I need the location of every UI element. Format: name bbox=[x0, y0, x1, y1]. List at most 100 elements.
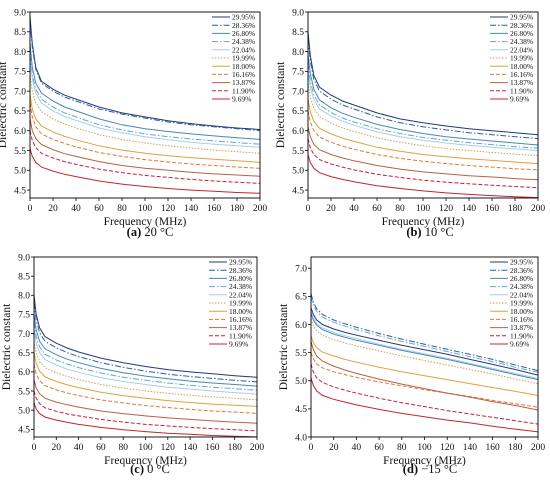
legend-label: 13.87% bbox=[232, 78, 255, 87]
chart-panel-4: 0 20 40 60 80 100 120 140 160 180 200 4.0 4.5 5.0 5.5 6… bbox=[278, 256, 545, 476]
legend-label: 19.99% bbox=[510, 299, 533, 308]
caption-letter: (c) bbox=[130, 462, 144, 476]
x-tick-label: 60 bbox=[94, 204, 104, 214]
x-tick-label: 200 bbox=[250, 443, 265, 453]
x-axis-label: Frequency (MHz) bbox=[104, 455, 187, 467]
x-tick-label: 180 bbox=[228, 443, 243, 453]
legend-label: 9.69% bbox=[510, 95, 529, 104]
legend-label: 28.36% bbox=[510, 21, 533, 30]
x-tick-label: 100 bbox=[417, 443, 432, 453]
x-tick-label: 0 bbox=[309, 443, 314, 453]
x-tick-label: 60 bbox=[374, 443, 384, 453]
x-tick-label: 160 bbox=[207, 204, 222, 214]
legend-label: 22.04% bbox=[232, 45, 255, 54]
x-axis-label: Frequency (MHz) bbox=[104, 216, 187, 228]
plot-frame bbox=[310, 256, 539, 438]
legend-label: 16.16% bbox=[229, 315, 252, 324]
legend-label: 24.38% bbox=[229, 282, 252, 291]
y-tick-label: 7.5 bbox=[18, 311, 30, 321]
x-tick-label: 0 bbox=[306, 204, 311, 214]
series-line-7 bbox=[310, 335, 539, 396]
x-tick-label: 80 bbox=[395, 204, 405, 214]
caption-letter: (d) bbox=[403, 462, 418, 476]
series-line-10 bbox=[33, 390, 258, 432]
x-tick-label: 100 bbox=[138, 443, 153, 453]
series-line-11 bbox=[307, 154, 539, 199]
panel-caption: (c) 0 °C bbox=[130, 462, 170, 476]
x-tick-label: 140 bbox=[462, 204, 477, 214]
x-tick-label: 140 bbox=[183, 443, 198, 453]
y-tick-label: 6.5 bbox=[14, 107, 26, 117]
legend-label: 28.36% bbox=[510, 266, 533, 275]
series-line-6 bbox=[33, 341, 258, 401]
y-tick-label: 4.5 bbox=[295, 405, 307, 415]
y-tick-label: 5.5 bbox=[292, 147, 304, 157]
series-line-2 bbox=[29, 19, 261, 132]
y-tick-label: 9.0 bbox=[18, 253, 30, 263]
legend-label: 24.38% bbox=[232, 37, 255, 46]
y-axis-label: Dielectric constant bbox=[278, 303, 290, 390]
series-line-7 bbox=[307, 99, 539, 165]
series-line-5 bbox=[33, 329, 258, 395]
x-axis-label: Frequency (MHz) bbox=[382, 216, 465, 228]
series-line-3 bbox=[310, 313, 539, 381]
y-tick-label: 5.5 bbox=[14, 147, 26, 157]
series-line-6 bbox=[29, 75, 261, 154]
legend: 29.95%28.36%26.80%24.38%22.04%19.99%18.0… bbox=[490, 13, 533, 104]
legend-label: 22.04% bbox=[510, 45, 533, 54]
series-line-4 bbox=[33, 322, 258, 391]
y-tick-label: 8.5 bbox=[292, 28, 304, 38]
caption-letter: (b) bbox=[406, 225, 421, 239]
legend-label: 13.87% bbox=[510, 323, 533, 332]
series-line-8 bbox=[29, 102, 261, 169]
y-tick-label: 8.5 bbox=[18, 272, 30, 282]
legend-label: 26.80% bbox=[232, 29, 255, 38]
legend-label: 26.80% bbox=[229, 274, 252, 283]
x-tick-label: 60 bbox=[372, 204, 382, 214]
series-line-11 bbox=[33, 402, 258, 438]
series-line-4 bbox=[29, 55, 261, 145]
y-tick-label: 4.5 bbox=[292, 186, 304, 196]
plot-frame bbox=[33, 256, 258, 438]
caption-temperature: 20 °C bbox=[141, 225, 173, 239]
legend-label: 18.00% bbox=[510, 62, 533, 71]
chart-panel-2: 0 20 40 60 80 100 120 140 160 180 200 4.5 5.0 5.5 6.0 6… bbox=[275, 8, 545, 239]
legend-label: 13.87% bbox=[229, 323, 252, 332]
chart-panel-1: 0 20 40 60 80 100 120 140 160 180 200 4.5 5.0 5.5 6.0 6… bbox=[0, 8, 267, 239]
series-line-10 bbox=[307, 138, 539, 189]
y-tick-label: 7.0 bbox=[14, 87, 26, 97]
y-tick-label: 7.5 bbox=[14, 68, 26, 78]
y-tick-label: 6.5 bbox=[295, 293, 307, 303]
y-tick-label: 7.0 bbox=[295, 265, 307, 275]
legend-label: 18.00% bbox=[229, 307, 252, 316]
legend-label: 16.16% bbox=[232, 70, 255, 79]
series-line-6 bbox=[307, 83, 539, 157]
y-tick-label: 4.5 bbox=[14, 186, 26, 196]
y-tick-label: 5.5 bbox=[18, 387, 30, 397]
legend-label: 19.99% bbox=[229, 299, 252, 308]
caption-letter: (a) bbox=[127, 225, 142, 239]
series-line-11 bbox=[310, 377, 539, 433]
series-line-4 bbox=[307, 63, 539, 149]
x-tick-label: 120 bbox=[161, 204, 176, 214]
legend-label: 22.04% bbox=[229, 290, 252, 299]
legend-label: 29.95% bbox=[510, 258, 533, 267]
y-tick-label: 7.0 bbox=[18, 330, 30, 340]
series-line-9 bbox=[307, 126, 539, 181]
x-tick-label: 20 bbox=[52, 443, 62, 453]
series-line-3 bbox=[33, 314, 258, 387]
series-line-10 bbox=[29, 130, 261, 184]
x-tick-label: 120 bbox=[161, 443, 176, 453]
x-tick-label: 120 bbox=[440, 443, 455, 453]
legend-label: 26.80% bbox=[510, 274, 533, 283]
panel-caption: (a) 20 °C bbox=[127, 225, 174, 239]
y-tick-label: 8.0 bbox=[292, 48, 304, 58]
x-tick-label: 160 bbox=[205, 443, 220, 453]
x-tick-label: 80 bbox=[117, 204, 127, 214]
legend: 29.95%28.36%26.80%24.38%22.04%19.99%18.0… bbox=[490, 258, 533, 349]
y-tick-label: 4.0 bbox=[295, 433, 307, 443]
series-line-1 bbox=[310, 307, 539, 376]
y-tick-label: 6.5 bbox=[18, 349, 30, 359]
y-tick-label: 5.0 bbox=[14, 167, 26, 177]
